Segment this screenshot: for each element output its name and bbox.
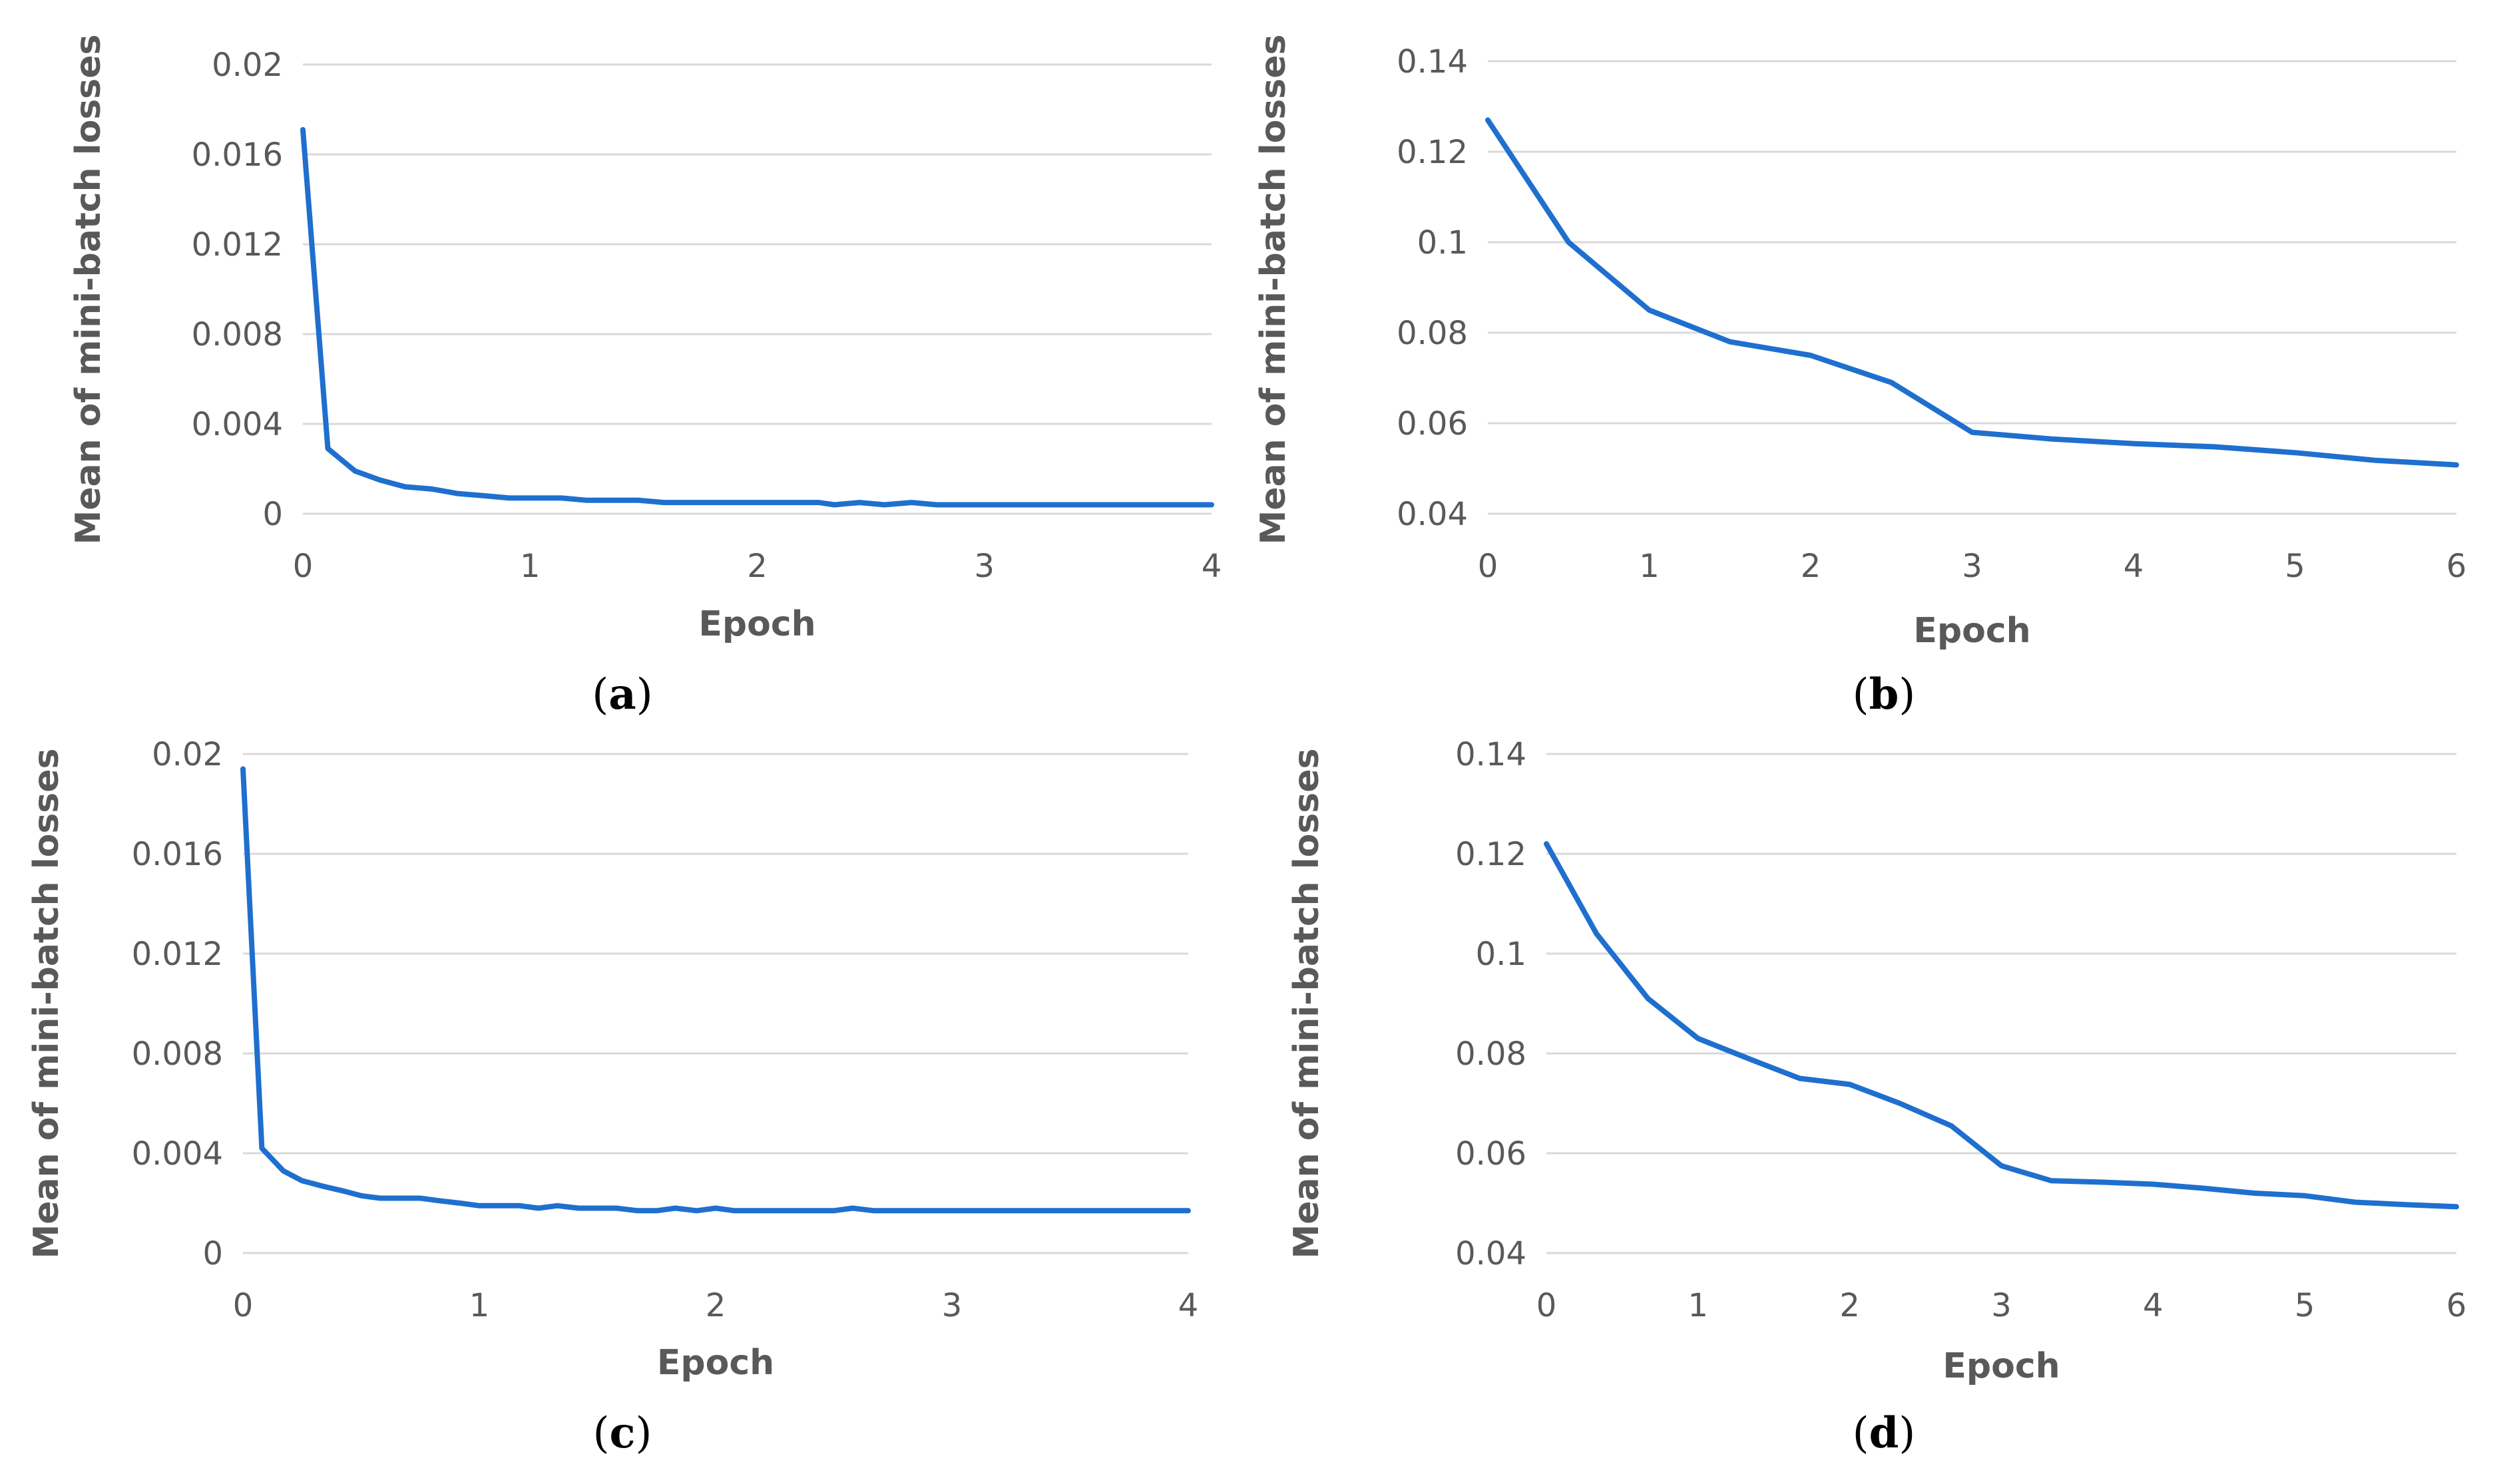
x-axis-title: Epoch xyxy=(698,604,815,644)
chart-panel-c: 0 0.004 0.008 0.012 0.016 0.02 0 1 2 3 4 Epoch Mean … xyxy=(27,736,1198,1383)
x-tick-label: 0 xyxy=(1478,548,1498,585)
y-tick-label: 0.04 xyxy=(1397,496,1468,533)
y-tick-label: 0.12 xyxy=(1397,134,1468,171)
y-tick-label: 0.008 xyxy=(132,1035,223,1073)
y-tick-label: 0.004 xyxy=(192,406,283,443)
y-tick-label: 0.08 xyxy=(1455,1035,1526,1073)
x-axis-title: Epoch xyxy=(1942,1346,2060,1386)
x-axis-title: Epoch xyxy=(657,1343,774,1383)
chart-panel-a: 0 0.004 0.008 0.012 0.016 0.02 0 1 2 3 4 Epoch Mean … xyxy=(69,35,1222,644)
y-tick-label: 0.016 xyxy=(192,136,283,174)
x-tick-label: 3 xyxy=(974,548,995,585)
y-tick-label: 0.008 xyxy=(192,316,283,353)
chart-panel-d: 0.04 0.06 0.08 0.1 0.12 0.14 0 1 2 3 4 5 6 Epoch Mean … xyxy=(1287,736,2466,1386)
x-tick-label: 3 xyxy=(942,1287,963,1324)
y-tick-label: 0.04 xyxy=(1455,1235,1526,1272)
x-tick-label: 1 xyxy=(1688,1287,1709,1324)
series-line-loss xyxy=(1544,841,2459,1210)
y-tick-label: 0.016 xyxy=(132,836,223,873)
y-tick-label: 0.02 xyxy=(152,736,223,773)
x-tick-label: 5 xyxy=(2285,548,2305,585)
x-tick-label: 2 xyxy=(1839,1287,1860,1324)
y-tick-label: 0.08 xyxy=(1397,315,1468,352)
series-line-loss xyxy=(240,766,1191,1214)
y-tick-label: 0.02 xyxy=(212,47,283,84)
series-line-loss xyxy=(300,126,1214,508)
y-tick-label: 0 xyxy=(202,1235,223,1272)
x-tick-label: 3 xyxy=(1991,1287,2012,1324)
x-tick-label: 1 xyxy=(1639,548,1660,585)
y-axis-title: Mean of mini-batch losses xyxy=(1287,749,1327,1259)
y-tick-label: 0.14 xyxy=(1455,736,1526,773)
panel-label-b: (b) xyxy=(1853,669,1916,719)
x-tick-label: 5 xyxy=(2295,1287,2315,1324)
x-tick-label: 1 xyxy=(520,548,541,585)
y-tick-label: 0.14 xyxy=(1397,43,1468,81)
x-tick-label: 0 xyxy=(293,548,314,585)
panel-label-c: (c) xyxy=(593,1408,652,1458)
x-tick-label: 4 xyxy=(1202,548,1222,585)
x-tick-label: 6 xyxy=(2446,548,2467,585)
y-tick-label: 0.012 xyxy=(132,936,223,973)
x-tick-label: 3 xyxy=(1962,548,1982,585)
x-tick-label: 2 xyxy=(747,548,768,585)
x-tick-label: 4 xyxy=(2143,1287,2163,1324)
x-axis-title: Epoch xyxy=(1913,611,2030,651)
y-tick-label: 0.12 xyxy=(1455,836,1526,873)
x-tick-label: 0 xyxy=(1536,1287,1557,1324)
y-tick-label: 0.1 xyxy=(1417,224,1468,262)
y-tick-label: 0.06 xyxy=(1397,405,1468,443)
panel-label-a: (a) xyxy=(592,669,652,719)
x-tick-label: 2 xyxy=(1801,548,1821,585)
x-tick-label: 2 xyxy=(706,1287,726,1324)
y-axis-title: Mean of mini-batch losses xyxy=(27,749,67,1259)
x-tick-label: 1 xyxy=(469,1287,490,1324)
chart-panel-b: 0.04 0.06 0.08 0.1 0.12 0.14 0 1 2 3 4 5 6 Epoch Mean … xyxy=(1253,35,2466,651)
y-tick-label: 0.1 xyxy=(1476,936,1526,973)
y-tick-label: 0 xyxy=(262,496,283,533)
x-tick-label: 4 xyxy=(2124,548,2144,585)
y-tick-label: 0.06 xyxy=(1455,1135,1526,1173)
y-axis-title: Mean of mini-batch losses xyxy=(69,35,109,545)
y-axis-title: Mean of mini-batch losses xyxy=(1253,35,1293,545)
x-tick-label: 0 xyxy=(233,1287,254,1324)
x-tick-label: 4 xyxy=(1178,1287,1199,1324)
x-tick-label: 6 xyxy=(2446,1287,2467,1324)
panel-label-d: (d) xyxy=(1853,1408,1916,1458)
series-line-loss xyxy=(1485,117,2459,468)
y-tick-label: 0.012 xyxy=(192,226,283,264)
y-tick-label: 0.004 xyxy=(132,1135,223,1173)
